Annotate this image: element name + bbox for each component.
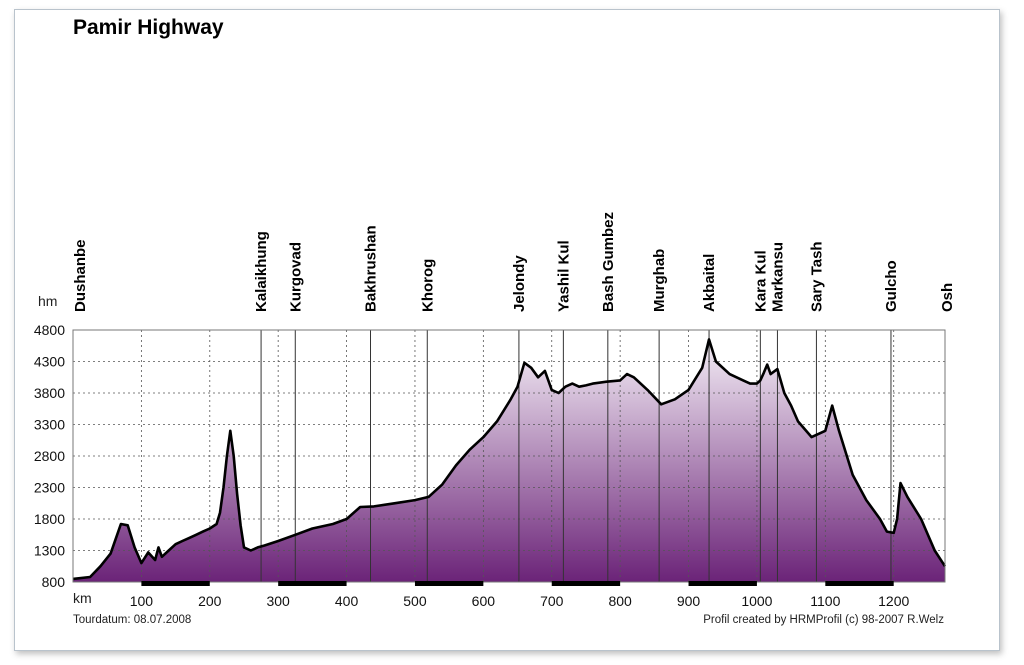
place-label: Sary Tash (808, 241, 825, 312)
scale-bar-segment (688, 581, 757, 586)
x-tick-label: 200 (198, 593, 222, 609)
y-tick-label: 1300 (34, 543, 65, 559)
x-tick-label: 600 (472, 593, 496, 609)
y-tick-label: 3300 (34, 417, 65, 433)
place-label: Osh (939, 283, 956, 312)
tour-date: Tourdatum: 08.07.2008 (73, 614, 192, 626)
x-tick-label: 1000 (741, 593, 772, 609)
y-tick-label: 800 (42, 574, 66, 590)
scale-bar-segment (551, 581, 621, 586)
x-tick-label: 700 (540, 593, 564, 609)
y-tick-label: 1800 (34, 511, 65, 527)
y-axis-unit: hm (38, 293, 58, 309)
place-label: Khorog (419, 259, 436, 312)
elevation-line (72, 338, 947, 581)
credit-text: Profil created by HRMProfil (c) 98-2007 … (703, 614, 944, 626)
x-tick-label: 800 (608, 593, 632, 609)
x-tick-label: 1100 (810, 593, 840, 609)
y-tick-label: 2800 (34, 448, 65, 464)
place-label: Kurgovad (287, 242, 304, 312)
place-label: Yashil Kul (555, 240, 572, 312)
x-tick-label: 400 (335, 593, 359, 609)
x-tick-label: 500 (403, 593, 427, 609)
place-label: Gulcho (883, 260, 900, 312)
y-tick-label: 4300 (34, 354, 65, 370)
place-label: Markansu (769, 242, 786, 312)
x-tick-label: 100 (130, 593, 154, 609)
scale-bar-segment (278, 581, 347, 586)
y-tick-label: 3800 (34, 385, 65, 401)
place-label: Jelondy (511, 255, 528, 312)
plot-frame (72, 329, 946, 583)
x-axis-unit: km (73, 590, 92, 606)
y-tick-label: 2300 (34, 480, 65, 496)
place-label: Kara Kul (752, 250, 769, 312)
place-label: Akbaital (701, 254, 718, 312)
place-label: Bash Gumbez (600, 212, 617, 312)
place-label: Murghab (651, 249, 668, 312)
scale-bar-segment (825, 581, 894, 586)
scale-bar-segment (141, 581, 210, 586)
place-label: Kalaikhung (253, 231, 270, 312)
elevation-area (73, 339, 945, 582)
chart-title: Pamir Highway (73, 16, 224, 39)
x-tick-label: 300 (266, 593, 290, 609)
scale-bar-segment (414, 581, 484, 586)
place-label: Dushanbe (72, 239, 89, 312)
x-tick-label: 1200 (878, 593, 909, 609)
x-tick-label: 900 (677, 593, 701, 609)
place-label: Bakhrushan (363, 225, 380, 312)
y-tick-label: 4800 (34, 322, 65, 338)
